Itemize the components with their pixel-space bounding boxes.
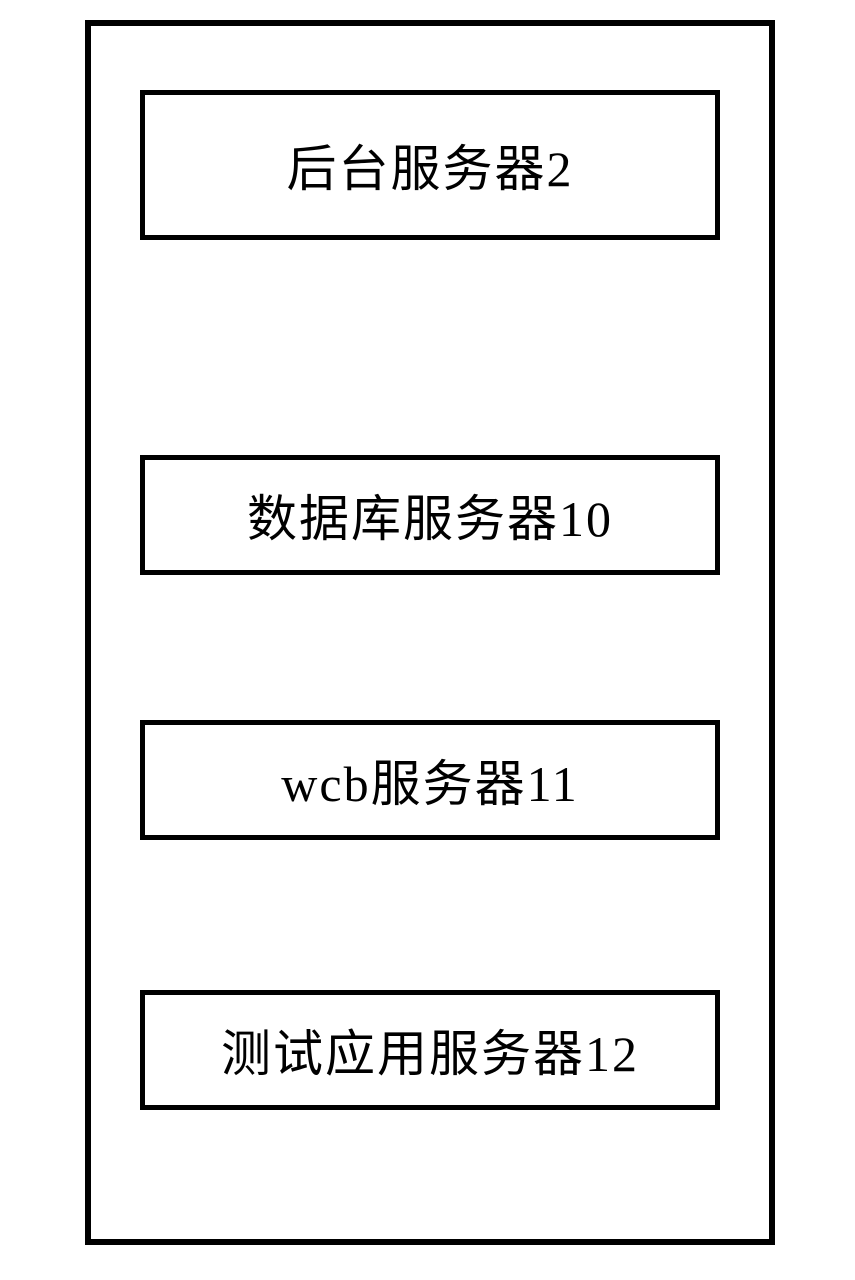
backend-server-label: 后台服务器2: [287, 129, 574, 201]
web-server-label: wcb服务器11: [281, 744, 578, 816]
database-server-label: 数据库服务器10: [247, 479, 613, 551]
test-app-server-box: 测试应用服务器12: [140, 990, 720, 1110]
web-server-box: wcb服务器11: [140, 720, 720, 840]
diagram-container: 后台服务器2 数据库服务器10 wcb服务器11 测试应用服务器12: [0, 0, 855, 1280]
test-app-server-label: 测试应用服务器12: [221, 1014, 639, 1086]
backend-server-box: 后台服务器2: [140, 90, 720, 240]
database-server-box: 数据库服务器10: [140, 455, 720, 575]
